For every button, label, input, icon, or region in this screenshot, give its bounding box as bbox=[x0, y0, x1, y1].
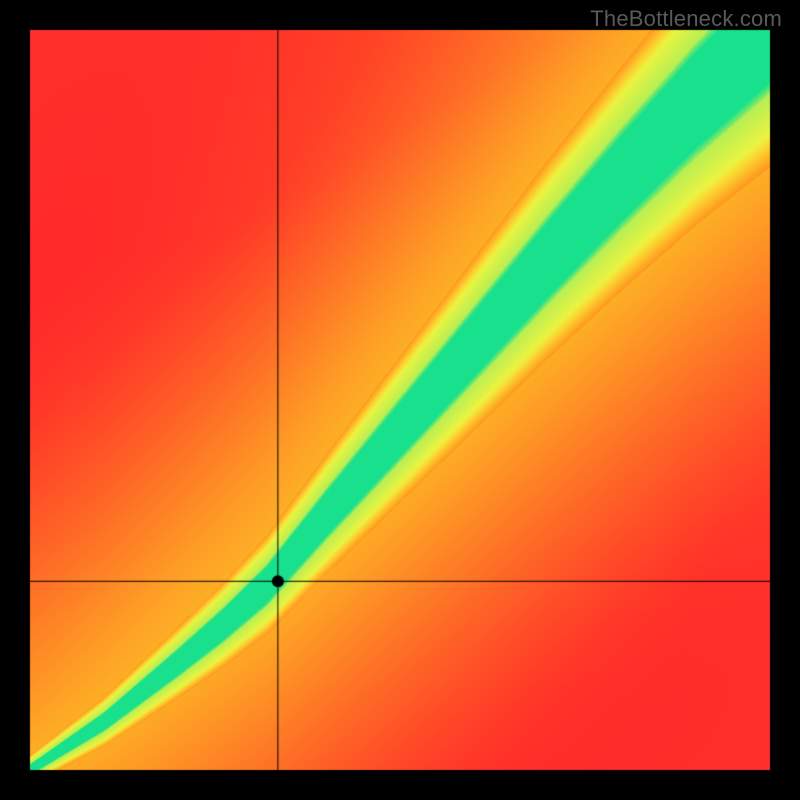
watermark-text: TheBottleneck.com bbox=[590, 6, 782, 32]
chart-container: TheBottleneck.com bbox=[0, 0, 800, 800]
bottleneck-heatmap bbox=[0, 0, 800, 800]
